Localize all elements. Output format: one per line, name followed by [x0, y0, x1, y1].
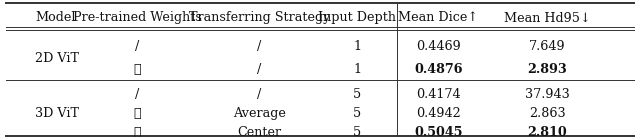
Text: 2.893: 2.893 [527, 63, 567, 76]
Text: 2.863: 2.863 [529, 107, 566, 119]
Text: /: / [257, 63, 261, 76]
Text: 1: 1 [353, 63, 361, 76]
Text: Center: Center [237, 126, 281, 137]
Text: Input Depth: Input Depth [318, 11, 396, 24]
Text: /: / [136, 88, 140, 101]
Text: ✓: ✓ [134, 107, 141, 119]
Text: Mean Dice↑: Mean Dice↑ [398, 11, 479, 24]
Text: Transferring Strategy: Transferring Strategy [189, 11, 330, 24]
Text: 5: 5 [353, 126, 361, 137]
Text: 2.810: 2.810 [527, 126, 567, 137]
Text: /: / [257, 40, 261, 53]
Text: ✓: ✓ [134, 63, 141, 76]
Text: /: / [257, 88, 261, 101]
Text: Average: Average [233, 107, 285, 119]
Text: 0.4942: 0.4942 [416, 107, 461, 119]
Text: 3D ViT: 3D ViT [35, 107, 79, 120]
Text: 0.5045: 0.5045 [414, 126, 463, 137]
Text: 0.4876: 0.4876 [414, 63, 463, 76]
Text: 0.4469: 0.4469 [416, 40, 461, 53]
Text: 5: 5 [353, 88, 361, 101]
Text: 37.943: 37.943 [525, 88, 570, 101]
Text: Model: Model [35, 11, 76, 24]
Text: Pre-trained Weights: Pre-trained Weights [73, 11, 202, 24]
Text: 1: 1 [353, 40, 361, 53]
Text: ✓: ✓ [134, 126, 141, 137]
Text: /: / [136, 40, 140, 53]
Text: Mean Hd95↓: Mean Hd95↓ [504, 11, 591, 24]
Text: 2D ViT: 2D ViT [35, 52, 79, 65]
Text: 5: 5 [353, 107, 361, 119]
Text: 0.4174: 0.4174 [416, 88, 461, 101]
Text: 7.649: 7.649 [529, 40, 566, 53]
